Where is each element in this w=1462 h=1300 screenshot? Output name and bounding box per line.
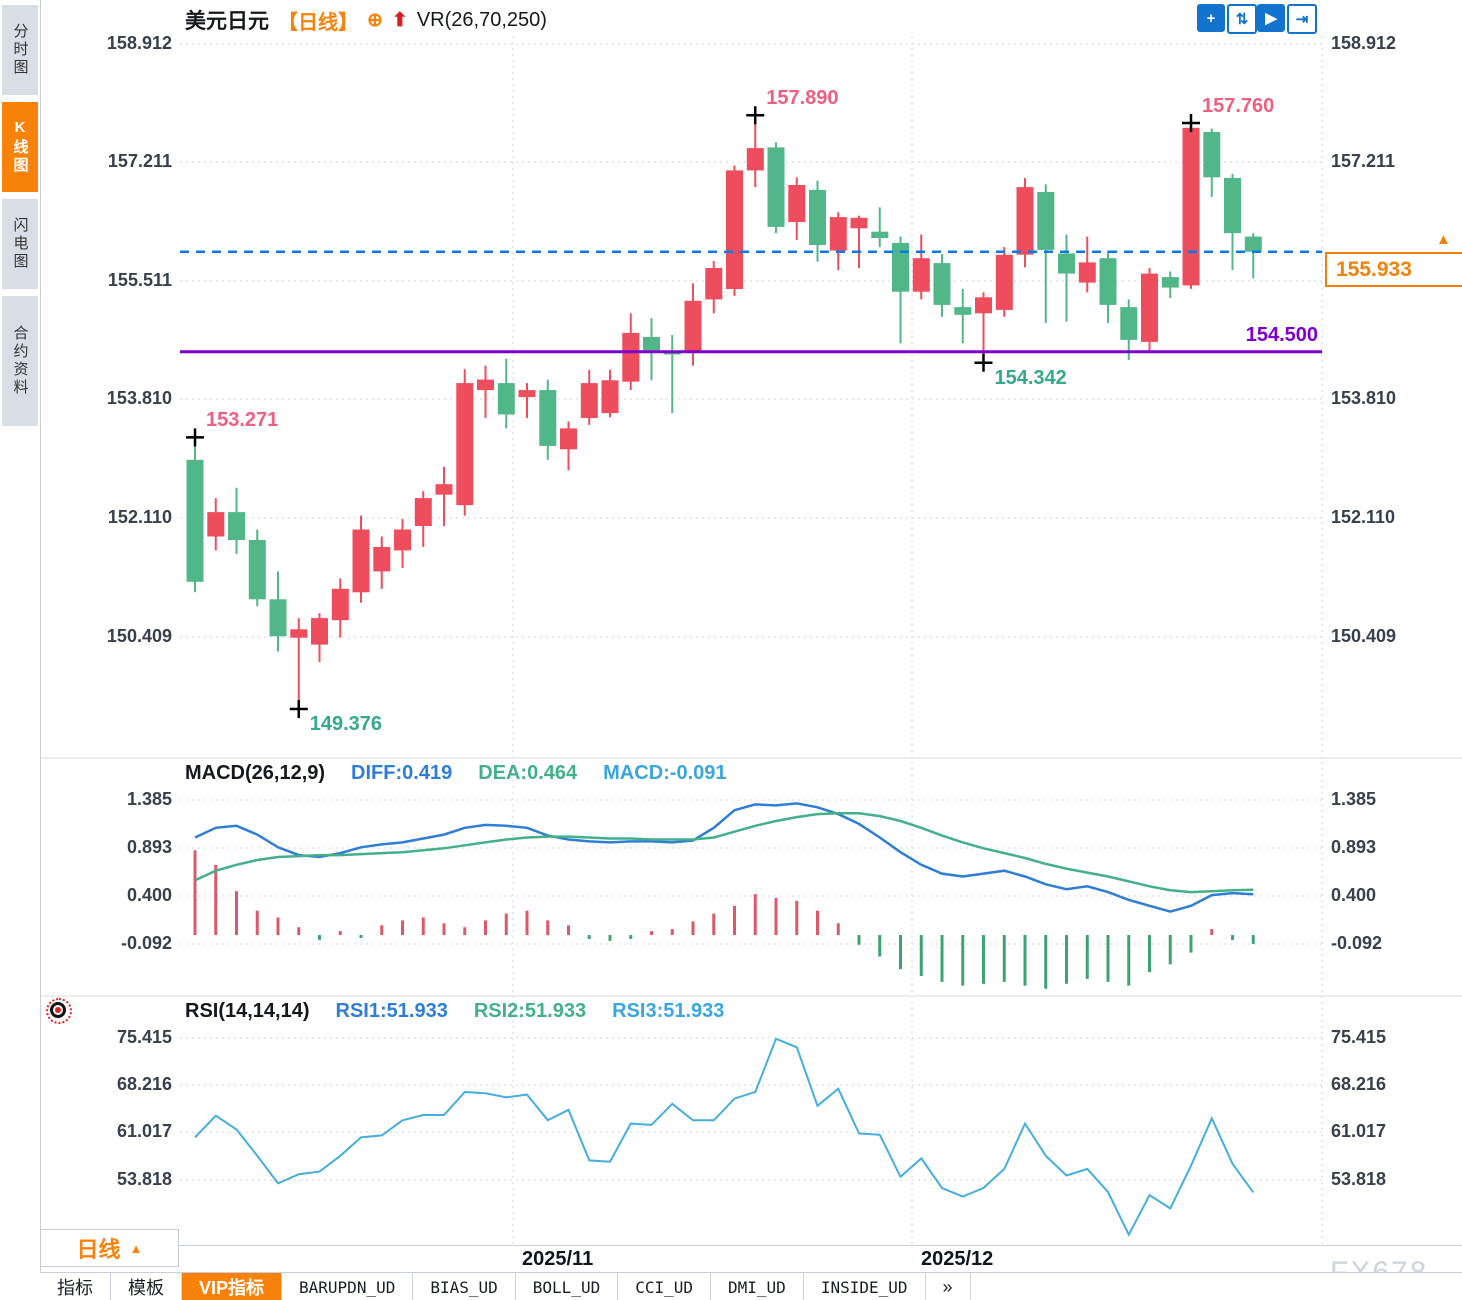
rsi-axis-label-left: 75.415 xyxy=(116,1027,172,1047)
macd-axis-label-right: 1.385 xyxy=(1331,789,1377,809)
period-selector-label: 日线 xyxy=(76,1237,121,1262)
rsi-axis-label-right: 68.216 xyxy=(1331,1074,1387,1094)
rsi-axis-label-left: 68.216 xyxy=(116,1074,172,1094)
bottom-tab-»[interactable]: » xyxy=(926,1273,971,1300)
extreme-price-callout: 153.271 xyxy=(206,409,279,432)
macd-axis-label-left: 1.385 xyxy=(126,789,172,809)
price-axis-label-right: 153.810 xyxy=(1331,388,1397,408)
bottom-tab-模板[interactable]: 模板 xyxy=(111,1273,182,1300)
macd-hist-value: MACD:-0.091 xyxy=(603,762,727,784)
support-line-label: 154.500 xyxy=(1245,324,1318,346)
x-axis-strip: 2025/11 2025/12 xyxy=(40,1245,1462,1273)
x-axis-month-label: 2025/11 xyxy=(522,1248,594,1270)
price-axis-label-left: 150.409 xyxy=(106,626,172,646)
x-axis-month-label: 2025/12 xyxy=(921,1248,994,1270)
chart-title-row: 美元日元 【日线】 ⊕ ⬆ VR(26,70,250) xyxy=(185,5,547,35)
macd-axis-label-right: -0.092 xyxy=(1331,933,1383,953)
macd-axis-label-left: 0.400 xyxy=(126,885,172,905)
price-axis-label-right: 157.211 xyxy=(1331,151,1396,171)
bottom-tab-BIAS_UD[interactable]: BIAS_UD xyxy=(413,1273,516,1300)
price-axis-label-left: 158.912 xyxy=(106,33,172,53)
bottom-tab-CCI_UD[interactable]: CCI_UD xyxy=(618,1273,712,1300)
bottom-tab-INSIDE_UD[interactable]: INSIDE_UD xyxy=(804,1273,926,1300)
red-up-arrow-icon: ⬆ xyxy=(391,9,408,31)
extreme-price-callout: 157.890 xyxy=(766,87,839,110)
macd-dea-value: DEA:0.464 xyxy=(478,762,578,784)
overlay-indicator-label: VR(26,70,250) xyxy=(416,8,547,31)
extreme-price-callout: 157.760 xyxy=(1202,94,1275,117)
rsi2-value: RSI2:51.933 xyxy=(473,1000,587,1022)
macd-layer xyxy=(193,802,1255,989)
rsi-layer xyxy=(194,1037,1255,1237)
rsi-axis-label-right: 61.017 xyxy=(1331,1121,1387,1141)
rsi-header: RSI(14,14,14) RSI1:51.933 RSI2:51.933 RS… xyxy=(185,1000,724,1023)
price-axis-label-right: 152.110 xyxy=(1331,507,1396,527)
rsi-axis-label-left: 61.017 xyxy=(116,1121,172,1141)
price-axis-label-right: 158.912 xyxy=(1331,33,1397,53)
pan-right-icon[interactable]: ⇥ xyxy=(1287,4,1317,34)
rsi1-value: RSI1:51.933 xyxy=(335,1000,448,1022)
price-axis-label-left: 153.810 xyxy=(106,388,172,408)
bottom-tab-VIP指标[interactable]: VIP指标 xyxy=(182,1273,283,1300)
extreme-price-callout: 154.342 xyxy=(994,366,1067,389)
overlay-lines-layer xyxy=(180,250,1322,354)
link-circle-icon[interactable]: ⊕ xyxy=(367,9,383,31)
candlestick-layer xyxy=(186,115,1262,710)
bottom-tab-BARUPDN_UD[interactable]: BARUPDN_UD xyxy=(282,1273,414,1300)
bottom-tab-指标[interactable]: 指标 xyxy=(40,1273,111,1300)
price-axis-label-left: 155.511 xyxy=(107,270,172,290)
price-axis-label-left: 157.211 xyxy=(107,151,172,171)
auto-fit-icon[interactable]: ▶ xyxy=(1257,4,1285,32)
sidebar-tab-candle-chart[interactable]: K线图 xyxy=(2,102,38,192)
extreme-price-callout: 149.376 xyxy=(309,713,383,736)
period-selector-arrow-icon: ▲ xyxy=(129,1240,143,1256)
sun-indicator-icon[interactable] xyxy=(46,998,72,1024)
price-up-arrow-icon: ▲ xyxy=(1436,231,1451,248)
rsi-axis-label-right: 53.818 xyxy=(1331,1169,1387,1189)
symbol-name: 美元日元 xyxy=(185,10,269,33)
period-tag[interactable]: 【日线】 xyxy=(278,11,358,34)
bottom-tab-DMI_UD[interactable]: DMI_UD xyxy=(711,1273,804,1300)
gridlines-layer xyxy=(180,36,1323,1253)
sidebar-tab-contract-info[interactable]: 合约资料 xyxy=(2,296,38,426)
period-selector[interactable]: 日线 ▲ xyxy=(40,1229,179,1267)
macd-diff-value: DIFF:0.419 xyxy=(351,762,453,784)
macd-title: MACD(26,12,9) xyxy=(185,762,326,784)
sidebar-tab-lightning-chart[interactable]: 闪电图 xyxy=(2,199,38,289)
price-axis-label-left: 152.110 xyxy=(107,507,172,527)
macd-axis-label-right: 0.400 xyxy=(1331,885,1377,905)
rsi-axis-label-left: 53.818 xyxy=(116,1169,172,1189)
macd-axis-label-left: -0.092 xyxy=(120,933,172,953)
macd-header: MACD(26,12,9) DIFF:0.419 DEA:0.464 MACD:… xyxy=(185,762,727,785)
axis-range-icon[interactable]: ⇅ xyxy=(1227,4,1257,34)
crosshair-icon[interactable]: + xyxy=(1197,4,1225,32)
rsi-title: RSI(14,14,14) xyxy=(185,1000,310,1022)
macd-axis-label-right: 0.893 xyxy=(1331,837,1377,857)
extreme-markers-layer xyxy=(186,106,1200,719)
sidebar: 分时图 K线图 闪电图 合约资料 xyxy=(0,0,41,1300)
macd-axis-label-left: 0.893 xyxy=(126,837,172,857)
indicator-tab-bar: 指标 模板 VIP指标 BARUPDN_UD BIAS_UD BOLL_UD CCI_UD D… xyxy=(40,1272,1462,1300)
price-axis-label-right: 150.409 xyxy=(1331,626,1397,646)
rsi-axis-label-right: 75.415 xyxy=(1331,1027,1387,1047)
current-price-label: 155.933 xyxy=(1325,252,1462,287)
rsi3-value: RSI3:51.933 xyxy=(612,1000,725,1022)
bottom-tab-BOLL_UD[interactable]: BOLL_UD xyxy=(516,1273,619,1300)
sidebar-tab-timeline-chart[interactable]: 分时图 xyxy=(2,5,38,95)
